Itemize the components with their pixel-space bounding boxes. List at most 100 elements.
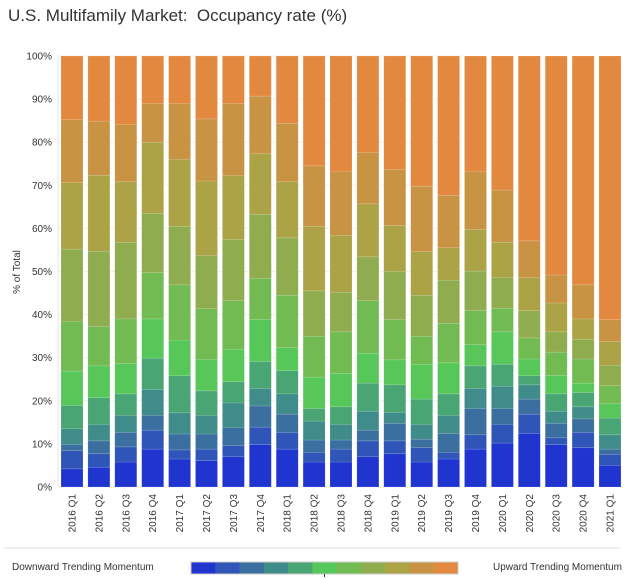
bar-segment <box>60 450 84 470</box>
bar-segment <box>114 241 138 320</box>
bar-segment <box>464 448 487 488</box>
bar-segment <box>195 390 218 416</box>
bar-segment <box>518 277 541 311</box>
bar-segment <box>60 428 84 445</box>
bar-segment <box>114 415 138 433</box>
bar-segment <box>356 456 380 488</box>
bar-segment <box>571 382 595 393</box>
bar-segment <box>275 55 299 124</box>
bar-segment <box>275 122 299 183</box>
bar-segment <box>222 300 245 350</box>
bar-segment <box>329 331 353 374</box>
x-tick-label: 2020 Q1 <box>498 494 509 533</box>
bar-segment <box>329 372 353 408</box>
bar-segment <box>60 370 84 406</box>
bar-segment <box>141 103 164 143</box>
legend-swatch <box>263 562 289 574</box>
bar-segment <box>491 363 514 387</box>
y-tick-label: 50% <box>32 267 52 278</box>
bar-segment <box>114 393 138 416</box>
bar-segment <box>249 213 272 279</box>
bar-segment <box>87 55 111 122</box>
bar-segment <box>87 250 111 327</box>
bar-segment <box>302 165 326 227</box>
bar-segment <box>383 359 407 386</box>
bar-segment <box>87 326 111 367</box>
bar-segment <box>383 169 407 226</box>
x-tick-label: 2019 Q4 <box>471 494 482 533</box>
bar-segment <box>275 294 299 349</box>
bar-segment <box>141 448 164 488</box>
bar-segment <box>195 460 218 488</box>
bar-segment <box>141 389 164 416</box>
legend-swatch <box>360 562 386 574</box>
bar-segment <box>222 427 245 446</box>
bar-segment <box>518 310 541 339</box>
bar-segment <box>141 213 164 274</box>
bar-segment <box>571 406 595 420</box>
bar-segment <box>329 55 353 172</box>
bar-segment <box>329 424 353 441</box>
bar-segment <box>410 424 433 440</box>
color-legend <box>190 561 459 577</box>
bar-segment <box>437 279 460 324</box>
bar-segment <box>491 385 514 409</box>
bar-segment <box>491 55 514 191</box>
bar-segment <box>141 318 164 359</box>
bar-segment <box>195 448 218 461</box>
bar-segment <box>249 278 272 320</box>
bar-segment <box>87 175 111 252</box>
bar-segment <box>249 426 272 446</box>
bar-segment <box>275 181 299 239</box>
bar-segment <box>410 438 433 449</box>
bar-segment <box>195 433 218 450</box>
bar-segment <box>114 432 138 448</box>
bar-segment <box>87 365 111 399</box>
bar-segment <box>464 388 487 409</box>
bar-segment <box>302 376 326 409</box>
bar-segment <box>383 319 407 361</box>
bar-segment <box>141 141 164 214</box>
x-tick-label: 2019 Q1 <box>390 494 401 533</box>
bar-segment <box>249 55 272 97</box>
bar-segment <box>437 322 460 364</box>
bar-segment <box>491 442 514 488</box>
bar-segment <box>329 461 353 488</box>
bar-segment <box>302 335 326 378</box>
bar-segment <box>87 397 111 425</box>
bar-segment <box>410 335 433 365</box>
bar-segment <box>141 429 164 450</box>
bar-segment <box>464 270 487 311</box>
bar-segment <box>464 365 487 389</box>
bar-segment <box>598 385 622 405</box>
bar-segment <box>383 384 407 413</box>
y-tick-label: 40% <box>32 310 52 321</box>
bar-segment <box>329 171 353 236</box>
bar-segment <box>544 331 568 353</box>
bar-segment <box>544 437 568 446</box>
bar-segment <box>544 302 568 333</box>
bar-segment <box>168 225 191 286</box>
legend-swatch <box>191 562 216 574</box>
bar-segment <box>60 119 84 183</box>
bar-segment <box>168 284 191 341</box>
bar-segment <box>598 365 622 386</box>
bar-segment <box>249 388 272 407</box>
bar-segment <box>275 432 299 450</box>
bar-segment <box>60 444 84 452</box>
bar-segment <box>464 434 487 450</box>
bar-segment <box>544 410 568 424</box>
x-tick-label: 2019 Q2 <box>417 494 428 533</box>
bar-segment <box>114 318 138 364</box>
bar-segment <box>410 398 433 425</box>
bar-segment <box>544 393 568 412</box>
bar-segment <box>168 159 191 227</box>
bar-segment <box>598 319 622 343</box>
bar-segment <box>87 466 111 488</box>
bar-segment <box>518 375 541 386</box>
legend-right-label: Upward Trending Momentum <box>493 562 622 573</box>
bar-segment <box>302 225 326 292</box>
bar-segment <box>222 175 245 240</box>
bar-segment <box>195 308 218 360</box>
